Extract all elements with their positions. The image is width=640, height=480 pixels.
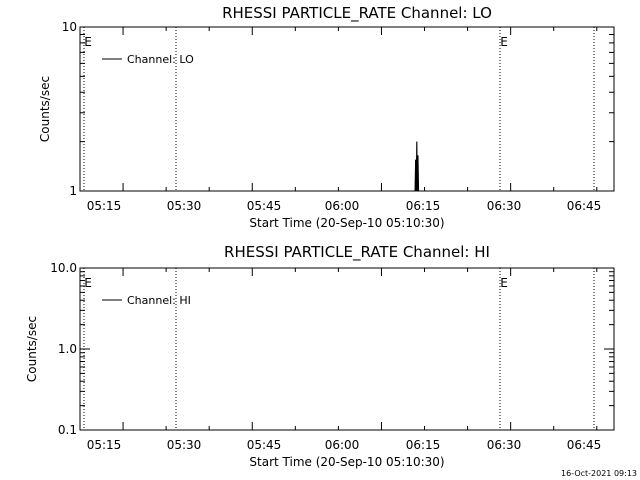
y-tick-label: 10 xyxy=(62,20,77,34)
event-label: E xyxy=(500,35,508,49)
event-label: E xyxy=(500,276,508,290)
legend-label: Channel: LO xyxy=(127,53,194,66)
x-tick-label: 06:30 xyxy=(487,438,522,452)
x-tick-label: 05:30 xyxy=(167,199,202,213)
x-tick-label: 06:15 xyxy=(406,199,441,213)
y-axis-label: Counts/sec xyxy=(25,316,39,382)
x-tick-label: 05:15 xyxy=(87,438,122,452)
y-tick-label: 1.0 xyxy=(58,342,77,356)
panel-1: RHESSI PARTICLE_RATE Channel: LO 05:15 05:… xyxy=(38,4,615,230)
chart-title: RHESSI PARTICLE_RATE Channel: LO xyxy=(222,4,492,23)
timestamp: 16-Oct-2021 09:13 xyxy=(561,469,637,478)
y-tick-label: 10.0 xyxy=(50,261,77,275)
legend-label: Channel: HI xyxy=(127,294,191,307)
x-tick-label: 05:45 xyxy=(247,438,282,452)
x-axis-label: Start Time (20-Sep-10 05:10:30) xyxy=(249,216,444,230)
x-tick-label: 06:00 xyxy=(325,438,360,452)
y-tick-label: 1 xyxy=(69,184,77,198)
x-tick-label: 06:15 xyxy=(406,438,441,452)
panel-2: RHESSI PARTICLE_RATE Channel: HI 05:15 05:… xyxy=(25,243,615,469)
event-label: E xyxy=(84,35,92,49)
x-tick-label: 06:30 xyxy=(487,199,522,213)
x-tick-label: 06:45 xyxy=(567,199,602,213)
x-tick-label: 06:00 xyxy=(325,199,360,213)
x-tick-label: 05:45 xyxy=(247,199,282,213)
event-label: E xyxy=(84,276,92,290)
y-axis-label: Counts/sec xyxy=(38,76,52,142)
x-tick-label: 05:30 xyxy=(167,438,202,452)
chart-title: RHESSI PARTICLE_RATE Channel: HI xyxy=(224,243,490,262)
x-axis-label: Start Time (20-Sep-10 05:10:30) xyxy=(249,455,444,469)
y-tick-label: 0.1 xyxy=(58,423,77,437)
x-tick-label: 05:15 xyxy=(87,199,122,213)
x-tick-label: 06:45 xyxy=(567,438,602,452)
plot-frame xyxy=(79,26,615,192)
